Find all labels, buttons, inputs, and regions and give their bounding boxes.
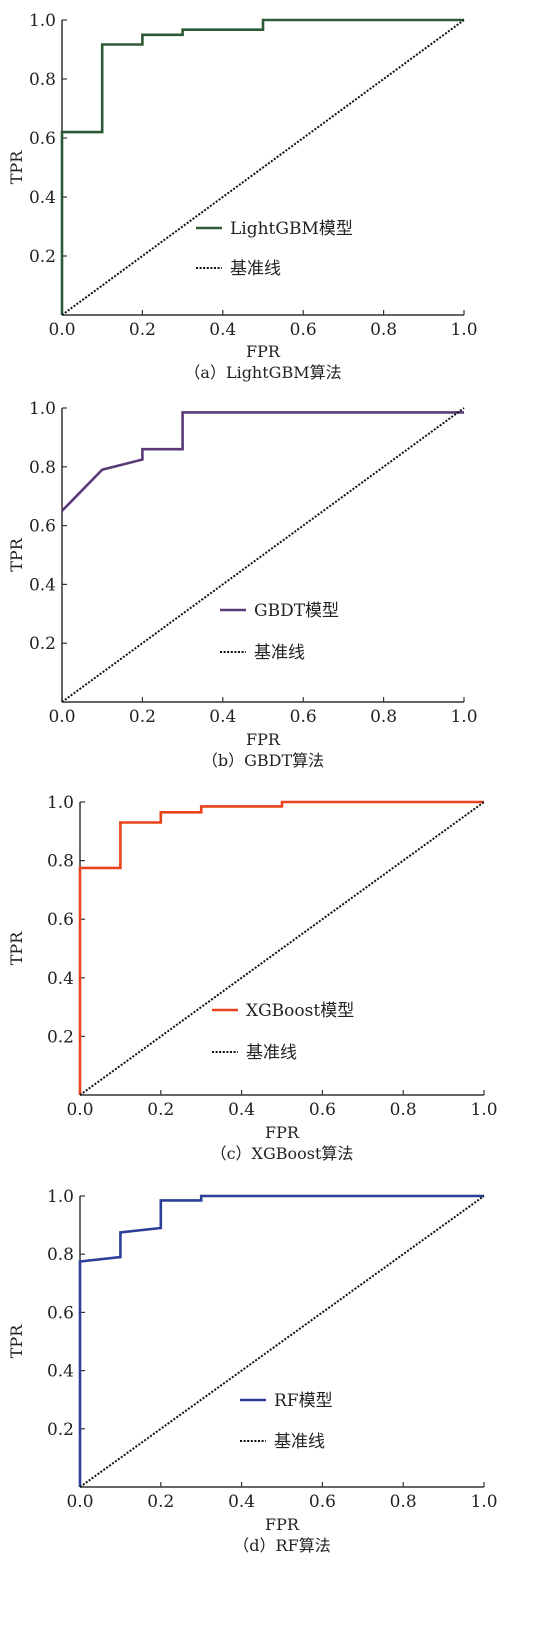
y-axis-title: TPR [7, 537, 26, 571]
y-tick-label: 0.6 [29, 129, 56, 149]
legend-label: 基准线 [246, 1043, 297, 1063]
roc-curve [78, 800, 484, 1095]
x-tick-label: 0.8 [390, 1492, 417, 1512]
x-tick-label: 0.2 [147, 1492, 174, 1512]
legend-label: 基准线 [230, 259, 281, 279]
baseline-line [61, 407, 465, 703]
roc-panel-3: 0.0 0.2 0.4 0.6 0.8 1.0 0.2 0.4 0.6 0.8 1.0 FPR TPR X… [7, 793, 498, 1163]
x-tick-label: 0.0 [48, 707, 75, 727]
x-tick-label: 0.0 [66, 1492, 93, 1512]
legend-label: GBDT模型 [254, 601, 339, 621]
x-tick-label: 0.6 [309, 1492, 336, 1512]
x-tick-label: 0.4 [209, 320, 236, 340]
legend-label: RF模型 [274, 1391, 333, 1411]
legend-label: XGBoost模型 [246, 1001, 354, 1021]
y-tick-label: 0.8 [47, 1245, 74, 1265]
roc-panel-2: 0.0 0.2 0.4 0.6 0.8 1.0 0.2 0.4 0.6 0.8 1.0 FPR TPR G… [7, 399, 478, 770]
y-tick-label: 1.0 [29, 399, 56, 419]
x-tick-label: 0.2 [129, 707, 156, 727]
x-tick-label: 0.4 [209, 707, 236, 727]
legend-label: LightGBM模型 [230, 219, 353, 239]
legend-label: 基准线 [254, 643, 305, 663]
y-tick-label: 0.8 [29, 458, 56, 478]
y-axis-title: TPR [7, 1324, 26, 1358]
roc-curve [78, 1194, 484, 1487]
baseline-line [79, 801, 485, 1096]
y-tick-label: 0.2 [47, 1420, 74, 1440]
panel-caption: （c）XGBoost算法 [211, 1144, 354, 1163]
y-tick-label: 0.4 [29, 575, 56, 595]
baseline-line [79, 1195, 485, 1488]
y-tick-label: 0.4 [47, 969, 74, 989]
x-axis-title: FPR [246, 342, 281, 361]
roc-curve [60, 18, 464, 315]
x-tick-label: 1.0 [450, 320, 477, 340]
x-tick-label: 0.6 [290, 707, 317, 727]
panel-caption: （a）LightGBM算法 [184, 363, 341, 382]
y-tick-label: 0.8 [29, 70, 56, 90]
x-tick-label: 1.0 [470, 1492, 497, 1512]
y-tick-label: 1.0 [47, 1187, 74, 1207]
y-tick-label: 0.2 [29, 247, 56, 267]
y-axis-title: TPR [7, 150, 26, 184]
x-axis-title: FPR [265, 1515, 300, 1534]
x-tick-label: 1.0 [470, 1100, 497, 1120]
y-tick-label: 0.6 [29, 517, 56, 537]
x-tick-label: 0.8 [370, 320, 397, 340]
roc-panel-4: 0.0 0.2 0.4 0.6 0.8 1.0 0.2 0.4 0.6 0.8 1.0 FPR TPR R… [7, 1187, 498, 1555]
x-tick-label: 0.8 [390, 1100, 417, 1120]
y-tick-label: 1.0 [47, 793, 74, 813]
x-axis-title: FPR [246, 730, 281, 749]
y-tick-label: 1.0 [29, 11, 56, 31]
x-tick-label: 0.0 [48, 320, 75, 340]
x-tick-label: 0.8 [370, 707, 397, 727]
x-tick-label: 0.2 [129, 320, 156, 340]
x-tick-label: 0.2 [147, 1100, 174, 1120]
roc-curve [61, 411, 464, 512]
y-tick-label: 0.2 [29, 634, 56, 654]
panel-caption: （d）RF算法 [233, 1536, 330, 1555]
x-tick-label: 0.4 [228, 1492, 255, 1512]
legend-label: 基准线 [274, 1432, 325, 1452]
panel-caption: （b）GBDT算法 [202, 751, 324, 770]
y-tick-label: 0.4 [47, 1362, 74, 1382]
roc-panel-1: 0.0 0.2 0.4 0.6 0.8 1.0 0.2 0.4 0.6 0.8 1.0 FPR TPR L… [7, 11, 478, 382]
y-tick-label: 0.6 [47, 1303, 74, 1323]
baseline-line [61, 19, 465, 316]
y-tick-label: 0.6 [47, 910, 74, 930]
y-tick-label: 0.2 [47, 1027, 74, 1047]
y-axis-title: TPR [7, 931, 26, 965]
x-tick-label: 1.0 [450, 707, 477, 727]
x-tick-label: 0.4 [228, 1100, 255, 1120]
x-tick-label: 0.0 [66, 1100, 93, 1120]
y-tick-label: 0.4 [29, 188, 56, 208]
x-axis-title: FPR [265, 1123, 300, 1142]
x-tick-label: 0.6 [309, 1100, 336, 1120]
y-tick-label: 0.8 [47, 852, 74, 872]
x-tick-label: 0.6 [290, 320, 317, 340]
